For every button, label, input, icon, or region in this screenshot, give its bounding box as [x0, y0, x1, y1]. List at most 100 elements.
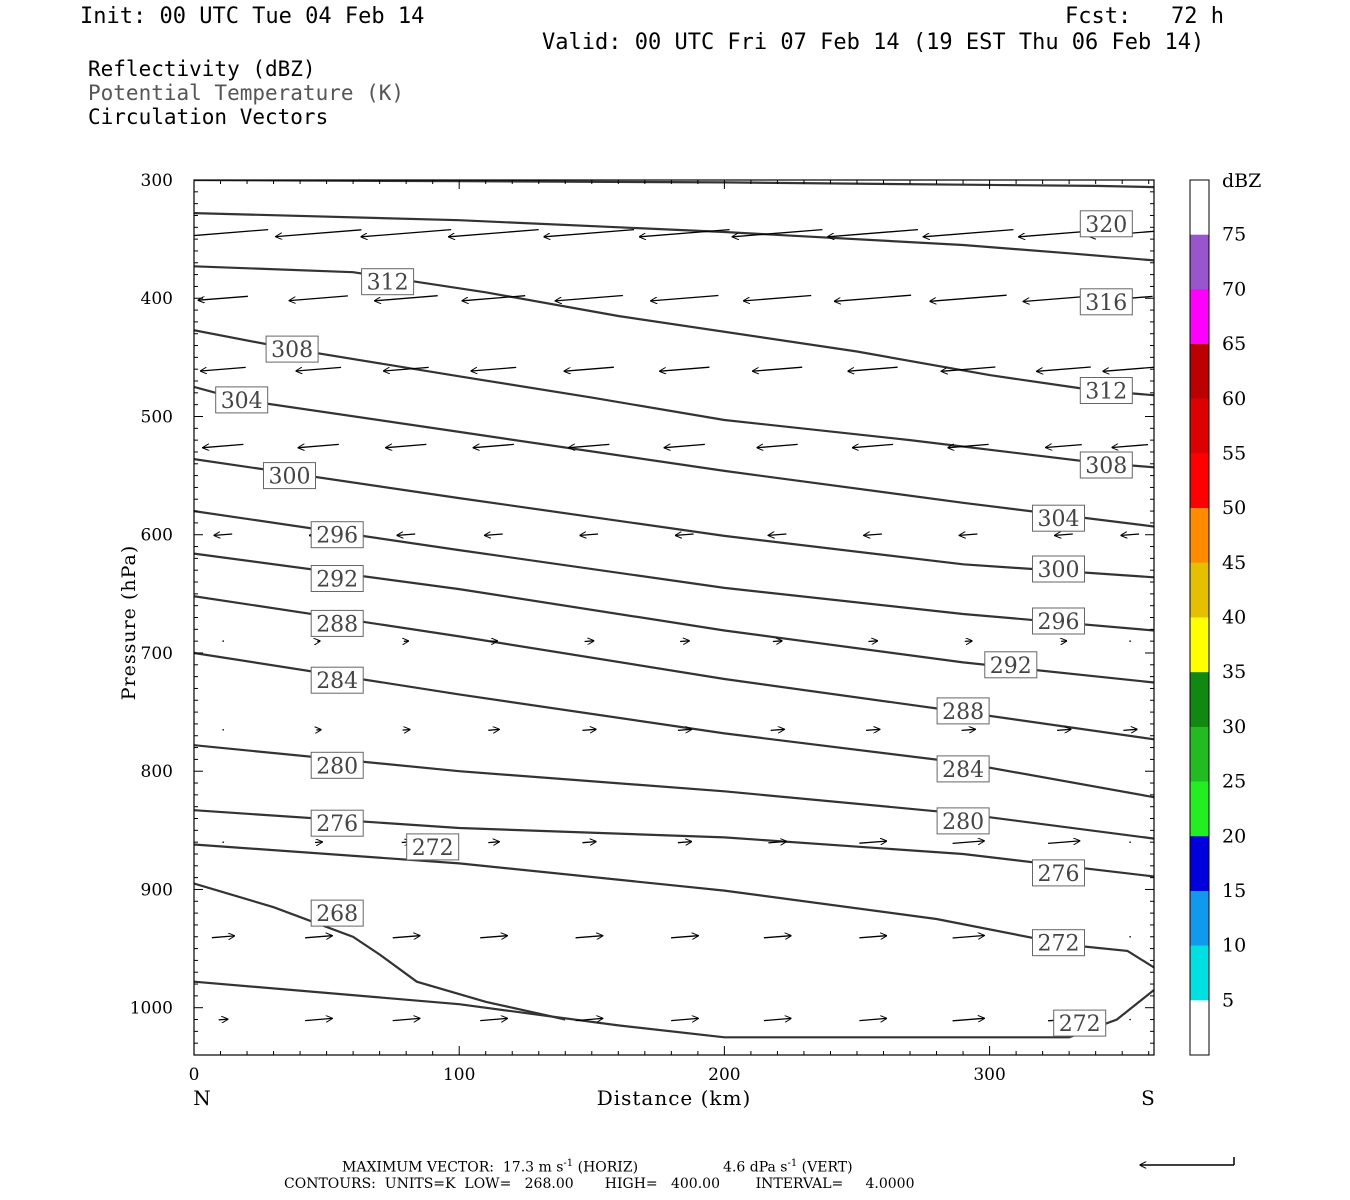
- circulation-vector: [488, 842, 499, 843]
- circulation-vector: [488, 729, 499, 730]
- colorbar-bin: [1190, 890, 1209, 946]
- circulation-vector: [853, 444, 894, 447]
- theta-label-box: [936, 755, 990, 783]
- theta-label-box: [265, 335, 319, 363]
- theta-label-box: [1032, 607, 1085, 635]
- circulation-vector: [480, 1018, 507, 1020]
- circulation-vector: [584, 641, 594, 642]
- colorbar-label: 35: [1222, 661, 1246, 683]
- theta-label-text: 296: [1038, 610, 1080, 635]
- dbz-colorbar: 75 70 65 60 55 50 45 40 35 30 25 20 15 10 5 dBZ: [1189, 170, 1261, 1056]
- theta-label-292: 292: [310, 565, 364, 593]
- circulation-vector: [473, 444, 514, 447]
- theta-label-box: [310, 609, 364, 637]
- theta-label-text: 280: [942, 810, 984, 835]
- theta-label-text: 288: [316, 612, 358, 637]
- circulation-vector: [677, 729, 692, 730]
- circulation-vector: [948, 444, 989, 447]
- theta-label-272: 272: [1053, 1009, 1107, 1037]
- colorbar-unit: dBZ: [1222, 170, 1261, 192]
- theta-label-296: 296: [310, 521, 364, 549]
- circulation-vector: [575, 1018, 603, 1020]
- theta-label-308: 308: [1079, 451, 1133, 479]
- circulation-vector: [449, 228, 539, 237]
- y-tick-label: 300: [141, 171, 173, 191]
- y-tick-label: 400: [141, 289, 173, 309]
- circulation-vector: [575, 936, 603, 938]
- circulation-vector: [305, 1018, 332, 1020]
- theta-contour-labels: 3203163123123083083043043003002962962922…: [215, 210, 1133, 1037]
- circulation-vector: [361, 228, 452, 237]
- circulation-vector: [1061, 641, 1066, 642]
- colorbar-label: 25: [1222, 771, 1246, 793]
- circulation-vector: [859, 936, 886, 938]
- theta-contour-300: [194, 458, 1154, 579]
- circulation-vector: [757, 444, 798, 447]
- y-tick-label: 600: [141, 526, 173, 546]
- theta-label-text: 276: [1038, 862, 1080, 887]
- circulation-vector: [859, 841, 886, 843]
- theta-label-text: 304: [221, 389, 263, 414]
- theta-contours: [194, 180, 1154, 1039]
- theta-label-text: 308: [1085, 454, 1127, 479]
- theta-contour-272: [194, 980, 1154, 1039]
- y-tick-label: 500: [141, 407, 173, 427]
- circulation-vector: [485, 534, 503, 535]
- circulation-vector: [753, 366, 803, 371]
- colorbar-bin: [1190, 672, 1209, 728]
- circulation-vector: [671, 1018, 698, 1020]
- circulation-vector: [676, 534, 694, 535]
- theta-label-box: [310, 751, 364, 779]
- circulation-vector: [964, 641, 972, 642]
- theta-label-312: 312: [361, 268, 415, 296]
- theta-label-308: 308: [265, 335, 319, 363]
- colorbar-label: 45: [1222, 552, 1246, 574]
- colorbar-bin: [1190, 562, 1209, 618]
- theta-label-276: 276: [310, 809, 364, 837]
- circulation-vector: [386, 444, 427, 447]
- colorbar-label: 70: [1222, 278, 1246, 300]
- colorbar-label: 20: [1222, 825, 1246, 847]
- axes: 300 400 500 600 700 800 900 1000 0 100 200 300 N S Dis…: [118, 171, 1155, 1110]
- y-tick-label: 800: [141, 762, 173, 782]
- circulation-vector: [772, 641, 782, 642]
- circulation-vector: [222, 841, 224, 843]
- theta-label-box: [310, 809, 364, 837]
- colorbar-bin: [1190, 781, 1209, 837]
- circulation-vector: [868, 641, 877, 642]
- circulation-vector: [305, 936, 332, 938]
- theta-label-320: 320: [1079, 210, 1133, 238]
- theta-label-text: 272: [412, 836, 454, 861]
- theta-label-box: [310, 521, 364, 549]
- colorbar-label: 60: [1222, 388, 1246, 410]
- colorbar-bin: [1190, 344, 1209, 400]
- colorbar-bin: [1190, 398, 1209, 454]
- circulation-vector: [952, 841, 985, 844]
- theta-label-304: 304: [215, 386, 269, 414]
- theta-label-284: 284: [936, 755, 990, 783]
- theta-label-text: 292: [990, 654, 1032, 679]
- theta-label-272: 272: [406, 833, 460, 861]
- theta-label-text: 300: [1038, 558, 1080, 583]
- circulation-vector: [276, 229, 362, 237]
- y-tick-label: 700: [141, 644, 173, 664]
- theta-label-box: [361, 268, 415, 296]
- circulation-vector: [1037, 366, 1091, 371]
- colorbar-label: 65: [1222, 333, 1246, 355]
- circulation-vector: [651, 294, 719, 301]
- circulation-vector: [569, 444, 610, 447]
- theta-label-box: [310, 565, 364, 592]
- circulation-vector: [1129, 640, 1131, 642]
- theta-label-304: 304: [1032, 504, 1085, 532]
- theta-label-text: 312: [1085, 380, 1127, 405]
- theta-label-316: 316: [1079, 288, 1133, 316]
- circulation-vector: [770, 729, 785, 730]
- y-axis-title: Pressure (hPa): [118, 545, 140, 701]
- colorbar-bin: [1190, 1000, 1209, 1056]
- circulation-vector: [296, 366, 342, 371]
- theta-label-text: 308: [271, 338, 313, 363]
- theta-label-text: 280: [316, 754, 358, 779]
- circulation-vector: [1129, 936, 1131, 938]
- circulation-vector: [397, 534, 416, 535]
- colorbar-bin: [1190, 508, 1209, 564]
